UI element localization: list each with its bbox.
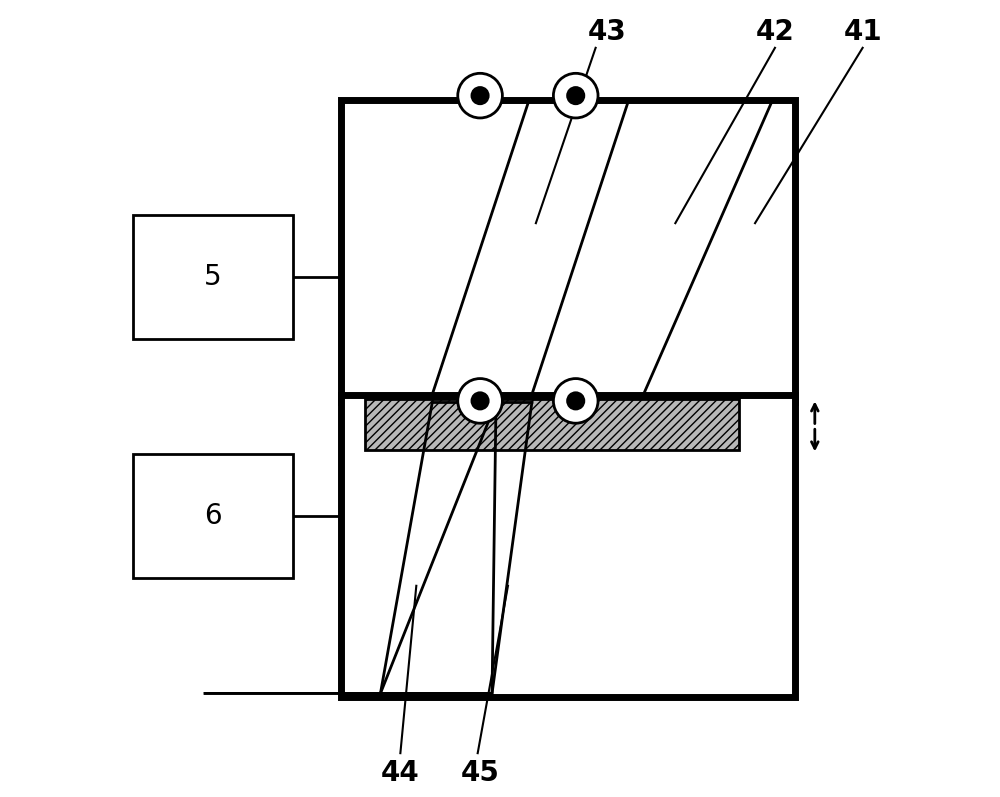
Circle shape [472, 87, 489, 104]
Bar [133, 454, 293, 578]
Circle shape [553, 379, 598, 423]
Bar [365, 398, 739, 450]
Circle shape [472, 392, 489, 410]
Text: 41: 41 [843, 18, 882, 46]
Circle shape [458, 379, 502, 423]
Circle shape [553, 73, 598, 118]
Bar [341, 100, 795, 402]
Circle shape [567, 392, 584, 410]
Text: 44: 44 [381, 759, 420, 787]
Bar [133, 215, 293, 339]
Text: 5: 5 [204, 263, 222, 291]
Bar [341, 395, 795, 697]
Text: 6: 6 [204, 502, 222, 530]
Text: 42: 42 [756, 18, 794, 46]
Text: 43: 43 [588, 18, 627, 46]
Circle shape [458, 73, 502, 118]
Circle shape [567, 87, 584, 104]
Text: 45: 45 [461, 759, 500, 787]
